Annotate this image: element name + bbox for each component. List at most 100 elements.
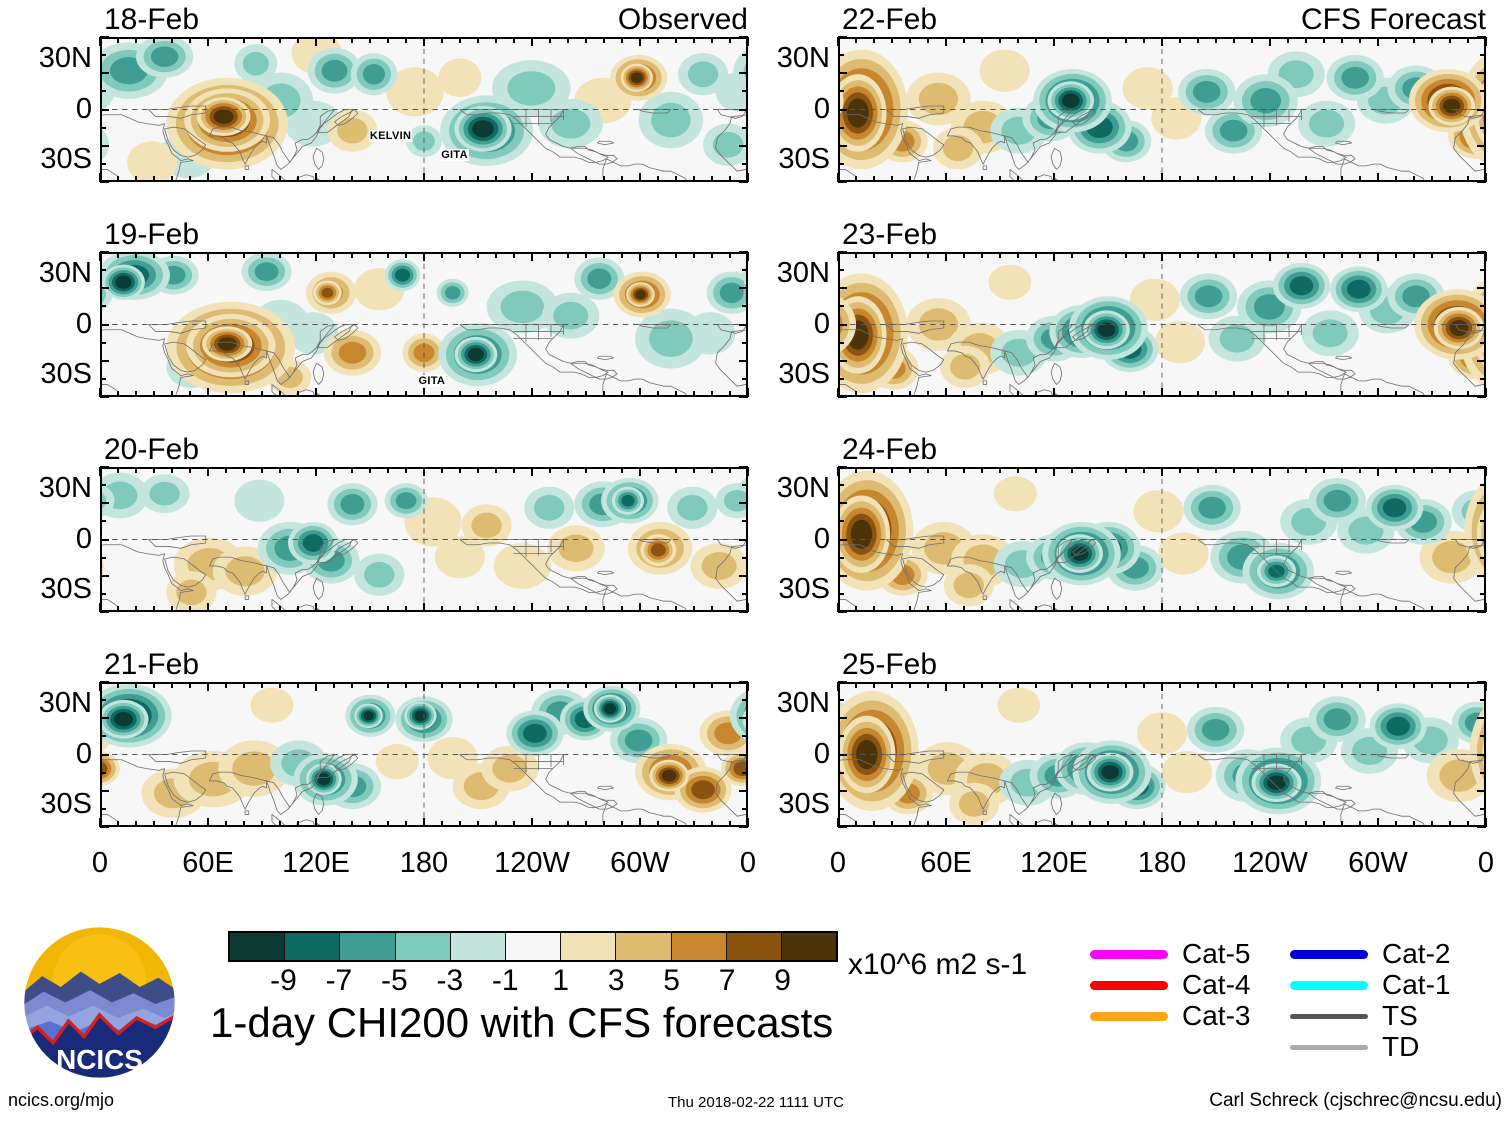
y-tick-label: 0	[813, 737, 830, 770]
axis-tick	[351, 176, 353, 182]
axis-tick	[297, 821, 299, 827]
axis-tick	[1161, 818, 1163, 827]
axis-tick	[477, 391, 479, 397]
axis-tick	[1143, 176, 1145, 182]
axis-tick	[1125, 682, 1127, 688]
y-tick-label: 0	[75, 92, 92, 125]
axis-tick	[369, 821, 371, 827]
colorbar-swatch-6	[561, 933, 617, 960]
axis-tick	[855, 176, 857, 182]
axis-tick	[1071, 821, 1073, 827]
axis-tick	[549, 37, 551, 43]
axis-tick	[171, 176, 173, 182]
axis-tick	[1287, 391, 1289, 397]
map-panel-25-feb[interactable]	[838, 682, 1486, 827]
axis-tick	[189, 391, 191, 397]
axis-tick	[369, 467, 371, 473]
axis-tick	[99, 682, 101, 691]
axis-tick	[739, 396, 748, 398]
axis-tick	[1413, 467, 1415, 473]
axis-tick	[567, 252, 569, 258]
axis-tick	[1477, 466, 1486, 468]
axis-tick	[1480, 90, 1486, 93]
axis-tick	[100, 162, 106, 165]
footer-timestamp: Thu 2018-02-22 1111 UTC	[668, 1094, 844, 1111]
axis-tick	[441, 821, 443, 827]
storm-label-gita: GITA	[440, 148, 469, 161]
axis-tick	[117, 252, 119, 258]
map-panel-23-feb[interactable]	[838, 252, 1486, 397]
axis-tick	[1269, 173, 1271, 182]
axis-tick	[1215, 176, 1217, 182]
map-panel-22-feb[interactable]	[838, 37, 1486, 182]
axis-tick	[531, 682, 533, 691]
y-tick-label: 30N	[38, 687, 92, 720]
axis-tick	[729, 391, 731, 397]
footer-website[interactable]: ncics.org/mjo	[8, 1090, 115, 1110]
axis-tick	[297, 176, 299, 182]
axis-tick	[603, 606, 605, 612]
axis-tick	[369, 391, 371, 397]
map-panel-20-feb[interactable]	[100, 467, 748, 612]
axis-tick	[189, 606, 191, 612]
axis-tick	[1485, 682, 1487, 691]
axis-tick	[838, 826, 847, 828]
storm-legend-row-cat-4: Cat-4	[1090, 971, 1250, 999]
axis-tick	[225, 37, 227, 43]
storm-legend-swatch-cat-2	[1290, 949, 1368, 959]
axis-tick	[100, 36, 109, 38]
axis-tick	[1477, 323, 1486, 326]
axis-tick	[891, 176, 893, 182]
axis-tick	[963, 606, 965, 612]
storm-legend-swatch-cat-4	[1090, 980, 1168, 990]
axis-tick	[1053, 603, 1055, 612]
axis-tick	[100, 359, 109, 362]
axis-tick	[1107, 252, 1109, 258]
map-panel-19-feb[interactable]	[100, 252, 748, 397]
map-panel-24-feb[interactable]	[838, 467, 1486, 612]
axis-tick	[1477, 144, 1486, 147]
axis-tick	[1017, 252, 1019, 258]
axis-tick	[423, 37, 425, 46]
axis-tick	[1305, 252, 1307, 258]
axis-tick	[927, 37, 929, 43]
axis-tick	[207, 37, 209, 46]
axis-tick	[603, 37, 605, 43]
axis-tick	[739, 466, 748, 468]
axis-tick	[837, 603, 839, 612]
y-tick-label: 30N	[776, 472, 830, 505]
panel-date-24-feb: 24-Feb	[842, 433, 938, 466]
axis-tick	[171, 391, 173, 397]
map-panel-18-feb[interactable]	[100, 37, 748, 182]
axis-tick	[742, 377, 748, 380]
axis-tick	[1161, 173, 1163, 182]
axis-tick	[747, 467, 749, 476]
axis-tick	[189, 682, 191, 688]
axis-tick	[1413, 391, 1415, 397]
axis-tick	[1485, 37, 1487, 46]
axis-tick	[351, 37, 353, 43]
axis-tick	[838, 717, 847, 720]
axis-tick	[495, 821, 497, 827]
axis-tick	[837, 388, 839, 397]
axis-tick	[1485, 173, 1487, 182]
axis-tick	[1233, 821, 1235, 827]
axis-tick	[513, 391, 515, 397]
axis-tick	[621, 467, 623, 473]
axis-tick	[1251, 252, 1253, 258]
axis-tick	[477, 682, 479, 688]
axis-tick	[1179, 467, 1181, 473]
axis-tick	[963, 37, 965, 43]
axis-tick	[1449, 606, 1451, 612]
axis-tick	[1197, 821, 1199, 827]
colorbar-tick-label: -1	[491, 964, 519, 997]
axis-tick	[1035, 682, 1037, 688]
axis-tick	[279, 467, 281, 473]
axis-tick	[855, 391, 857, 397]
axis-tick	[1233, 176, 1235, 182]
axis-tick	[261, 37, 263, 43]
axis-tick	[1287, 37, 1289, 43]
axis-tick	[189, 252, 191, 258]
map-panel-21-feb[interactable]	[100, 682, 748, 827]
axis-tick	[1071, 37, 1073, 43]
